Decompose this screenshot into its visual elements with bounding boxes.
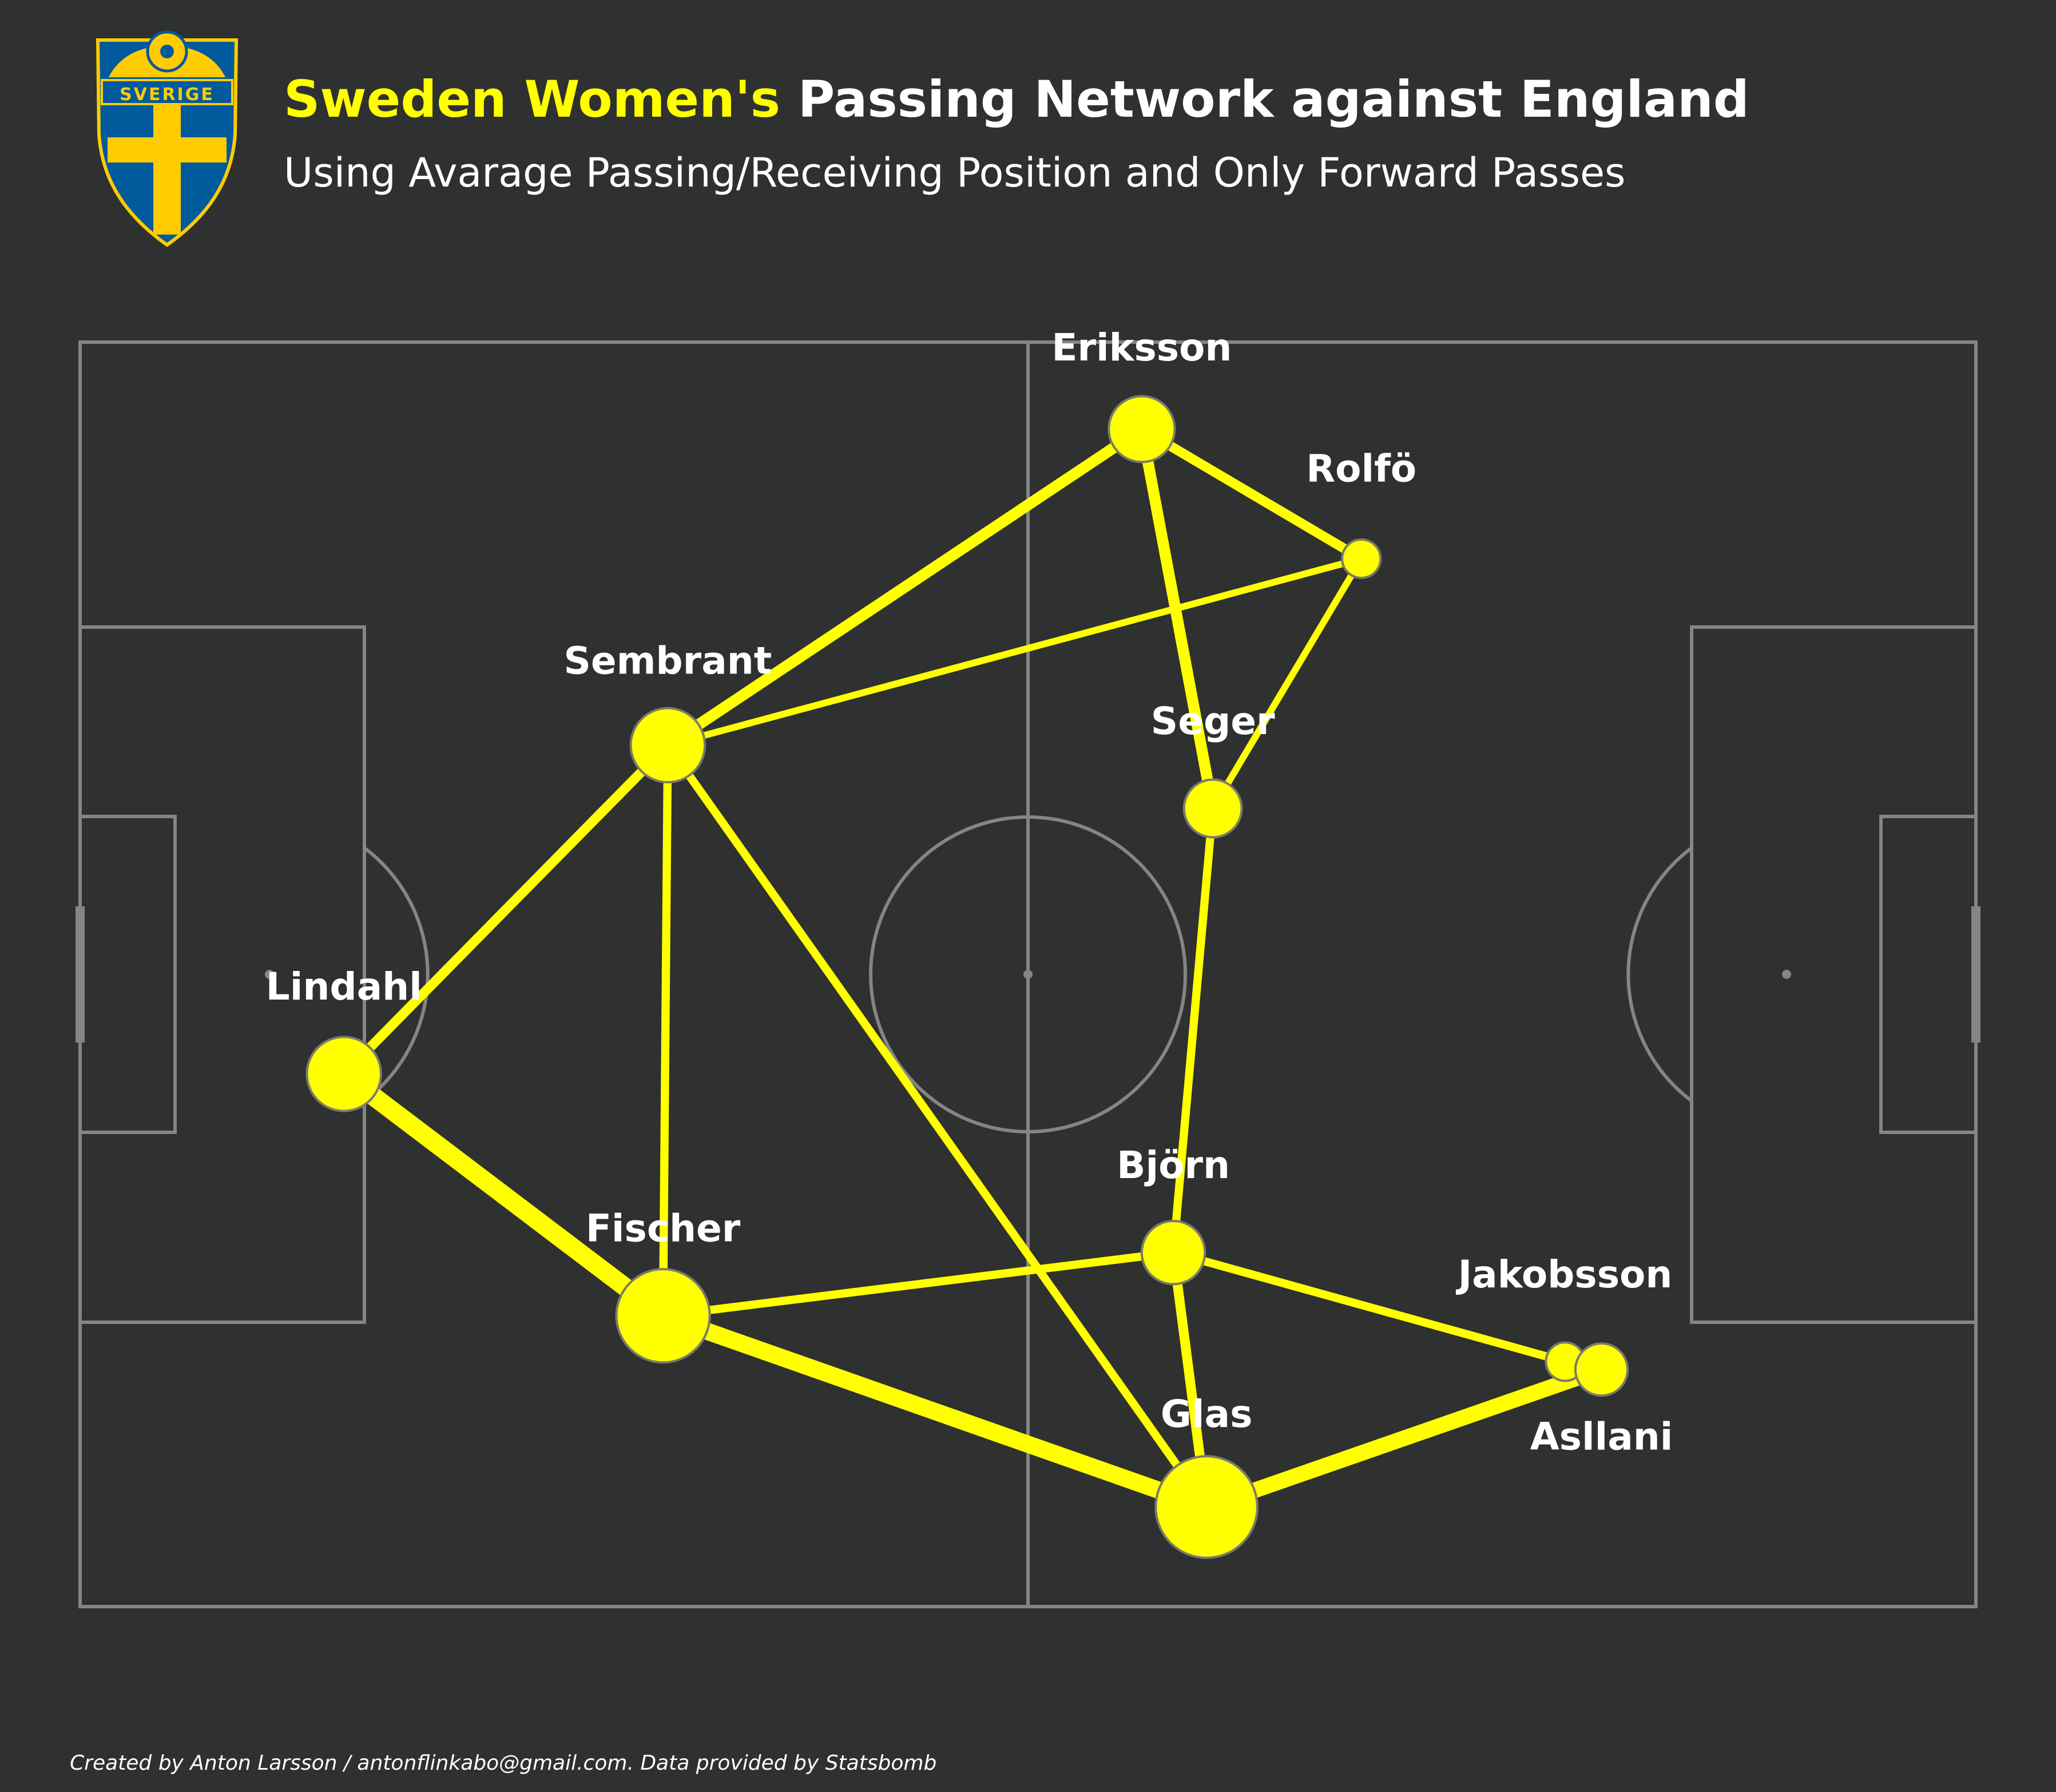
pass-edge-bjorn-jakobsson (1172, 1248, 1566, 1366)
player-label-asllani: Asllani (1530, 1415, 1673, 1459)
right-penalty-box (1690, 625, 1978, 1324)
badge-cross-horizontal (108, 137, 227, 162)
player-label-seger: Seger (1151, 699, 1275, 743)
player-label-jakobsson: Jakobsson (1456, 1252, 1673, 1297)
player-label-fischer: Fischer (586, 1207, 741, 1251)
pass-edge-lindahl-fischer (338, 1067, 669, 1323)
badge-ball-patch (160, 45, 174, 58)
badge-cross-vertical (153, 92, 181, 235)
footer-credit: Created by Anton Larsson / antonflinkabo… (70, 1751, 936, 1775)
player-nodes (305, 395, 1629, 1559)
right-penalty-arc (1626, 846, 1693, 1103)
pass-edges (338, 424, 1604, 1516)
right-penalty-spot (1782, 970, 1791, 979)
player-node-rolfo (1341, 538, 1382, 580)
pass-edge-fischer-glas (660, 1307, 1210, 1516)
pass-edge-eriksson-rolfo (1139, 425, 1364, 563)
pass-edge-eriksson-seger (1136, 428, 1218, 810)
title-rest: Passing Network against England (780, 70, 1749, 129)
player-node-glas (1154, 1455, 1259, 1559)
player-node-eriksson (1108, 395, 1176, 463)
sverige-badge-logo: SVERIGE (96, 30, 239, 247)
player-label-rolfo: Rolfö (1306, 446, 1416, 490)
chart-subtitle: Using Avarage Passing/Receiving Position… (284, 149, 1625, 196)
player-labels: Eriksson Rolfö Sembrant Seger Lindahl Björn Fi… (266, 326, 1673, 1459)
pass-edge-fischer-bjorn (662, 1248, 1174, 1320)
player-node-fischer (615, 1268, 711, 1364)
pass-edge-sembrant-rolfo (666, 555, 1363, 749)
pass-edge-sembrant-glas (664, 743, 1210, 1510)
player-node-bjorn (1140, 1220, 1206, 1286)
player-node-lindahl (305, 1036, 382, 1112)
left-six-yard-box (78, 815, 177, 1134)
left-penalty-spot (265, 970, 274, 979)
player-label-bjorn: Björn (1117, 1143, 1230, 1187)
player-node-seger (1182, 778, 1243, 839)
left-penalty-arc (363, 846, 430, 1103)
player-label-lindahl: Lindahl (266, 965, 422, 1009)
chart-title: Sweden Women's Passing Network against E… (284, 70, 1749, 129)
right-six-yard-box (1879, 815, 1978, 1134)
player-node-asllani (1574, 1342, 1629, 1397)
pass-edge-glas-asllani (1204, 1362, 1604, 1515)
pass-edge-sembrant-eriksson (664, 424, 1145, 750)
title-team-name: Sweden Women's (284, 70, 780, 129)
pass-edge-lindahl-sembrant (340, 742, 672, 1078)
pass-edge-sembrant-fischer (658, 745, 672, 1316)
player-label-sembrant: Sembrant (563, 639, 772, 683)
badge-banner (101, 79, 233, 105)
pass-edge-rolfo-seger (1210, 557, 1364, 810)
player-label-glas: Glas (1161, 1392, 1253, 1436)
badge-banner-text: SVERIGE (120, 85, 215, 105)
player-node-sembrant (629, 707, 706, 784)
center-circle (869, 815, 1187, 1133)
pass-edge-seger-bjorn (1169, 808, 1217, 1253)
player-label-eriksson: Eriksson (1051, 326, 1232, 370)
center-spot (1023, 970, 1033, 979)
football-pitch (76, 340, 1980, 1608)
